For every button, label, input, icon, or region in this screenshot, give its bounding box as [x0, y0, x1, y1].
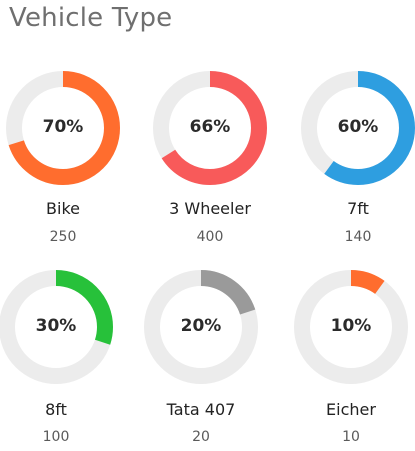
percent-text: 30%: [35, 316, 77, 336]
ring-progress: [294, 270, 408, 384]
ring-progress: [301, 71, 415, 185]
progress-ring: [294, 270, 408, 384]
vehicle-card-bike[interactable]: 70% Bike 250: [0, 65, 133, 250]
vehicle-card-eicher[interactable]: 10% Eicher 10: [281, 266, 415, 451]
vehicle-card-7ft[interactable]: 60% 7ft 140: [288, 65, 415, 250]
percent-text: 20%: [180, 316, 222, 336]
vehicle-card-tata-407[interactable]: 20% Tata 407 20: [131, 266, 271, 451]
percent-text: 60%: [337, 117, 379, 137]
vehicle-card-8ft[interactable]: 30% 8ft 100: [0, 266, 126, 451]
vehicle-label: 7ft: [347, 199, 369, 218]
vehicle-count: 10: [342, 429, 360, 445]
percent-text: 66%: [189, 117, 231, 137]
vehicle-count: 140: [344, 229, 372, 245]
page-title: Vehicle Type: [9, 3, 173, 33]
vehicle-count: 400: [196, 229, 224, 245]
progress-ring: [6, 71, 120, 185]
ring-progress: [144, 270, 258, 384]
progress-ring: [153, 71, 267, 185]
vehicle-label: Eicher: [326, 400, 376, 419]
ring-progress: [153, 71, 267, 185]
vehicle-label: 3 Wheeler: [169, 199, 251, 218]
vehicle-count: 250: [49, 229, 77, 245]
vehicle-count: 20: [192, 429, 210, 445]
progress-ring: [144, 270, 258, 384]
vehicle-label: Tata 407: [166, 400, 236, 419]
progress-ring: [301, 71, 415, 185]
percent-text: 10%: [330, 316, 372, 336]
ring-progress: [0, 270, 113, 384]
progress-ring: [0, 270, 113, 384]
vehicle-label: Bike: [46, 199, 80, 218]
percent-text: 70%: [42, 117, 84, 137]
vehicle-label: 8ft: [45, 400, 67, 419]
vehicle-card-3-wheeler[interactable]: 66% 3 Wheeler 400: [140, 65, 280, 250]
ring-progress: [6, 71, 120, 185]
vehicle-count: 100: [42, 429, 70, 445]
